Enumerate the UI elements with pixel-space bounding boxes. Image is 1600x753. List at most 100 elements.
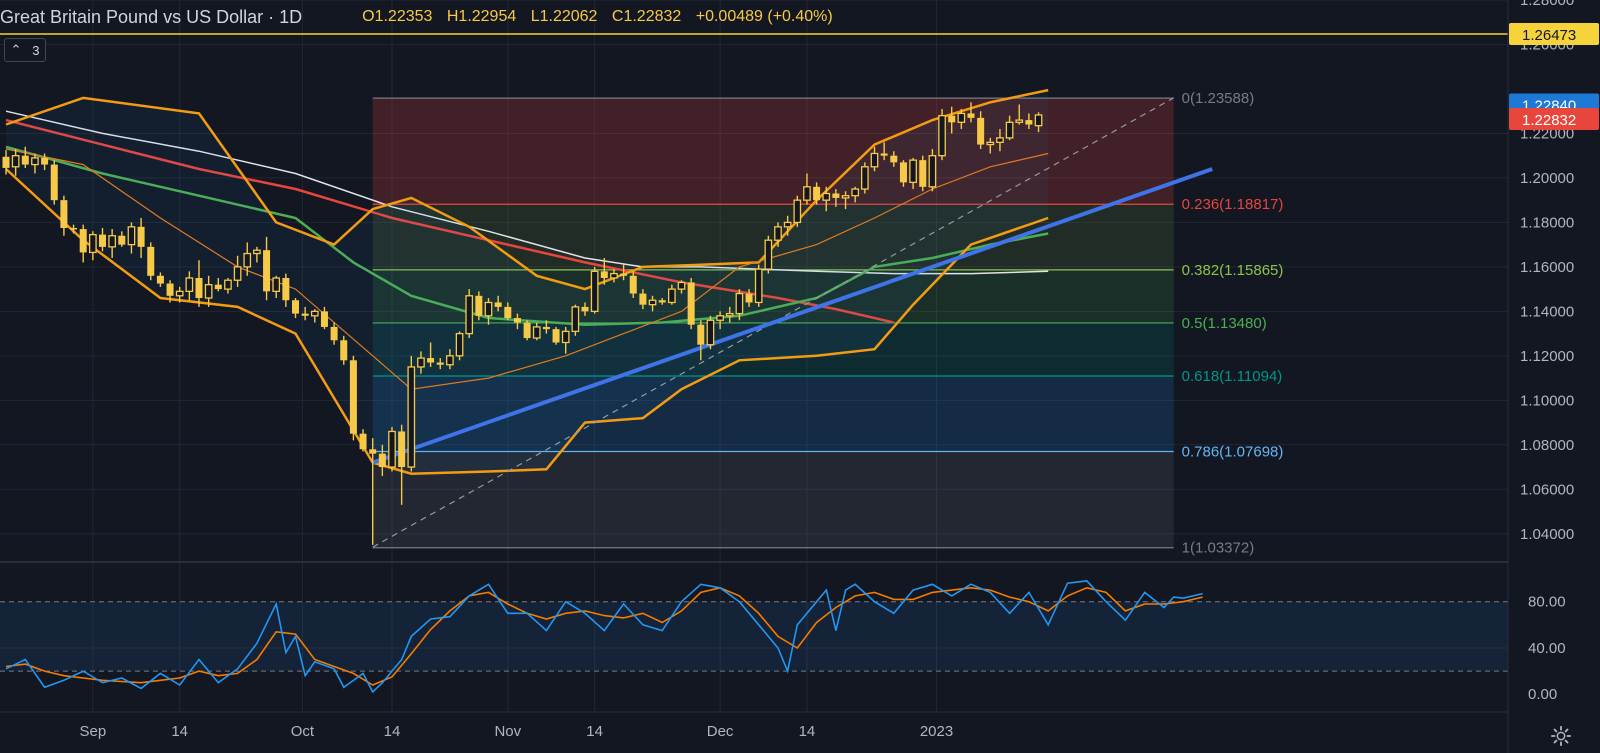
candle-body-down bbox=[359, 433, 367, 450]
candle bbox=[542, 320, 550, 334]
candle bbox=[1025, 113, 1033, 129]
candle bbox=[204, 275, 213, 307]
fib-level-label: 0.5(1.13480) bbox=[1182, 315, 1267, 332]
fib-zone bbox=[372, 98, 1174, 205]
candle-body-down bbox=[292, 300, 299, 314]
candle-body-up bbox=[668, 288, 676, 304]
candle bbox=[832, 189, 840, 207]
candle bbox=[41, 153, 49, 171]
candle-body-up bbox=[31, 157, 39, 166]
bollinger-lower bbox=[5, 168, 1049, 475]
candle-body-up bbox=[89, 233, 97, 254]
close-value: C1.22832 bbox=[611, 8, 682, 25]
candle bbox=[504, 302, 512, 321]
candle-body-up bbox=[783, 221, 792, 228]
candle-body-up bbox=[735, 292, 744, 315]
time-tick-label: Oct bbox=[291, 723, 315, 740]
ma-green-line bbox=[5, 145, 1049, 326]
candle-body-down bbox=[687, 282, 695, 325]
candle-body-up bbox=[224, 279, 232, 290]
candle-body-down bbox=[427, 358, 435, 363]
price-tag-bg bbox=[1509, 107, 1599, 130]
candle-body-down bbox=[214, 284, 222, 290]
candle-body-up bbox=[253, 249, 261, 255]
candle bbox=[880, 142, 888, 161]
candle bbox=[1005, 115, 1014, 141]
candle bbox=[89, 231, 97, 261]
bollinger-fill bbox=[6, 90, 1049, 474]
symbol-title[interactable]: Great Britain Pound vs US Dollar · 1D bbox=[0, 6, 303, 27]
candle-body-up bbox=[774, 226, 782, 241]
gear-icon[interactable] bbox=[1550, 725, 1572, 747]
candle bbox=[156, 272, 164, 287]
candle-body-down bbox=[137, 226, 145, 247]
candle-body-up bbox=[272, 277, 281, 292]
candle bbox=[822, 186, 831, 212]
time-tick-label: 14 bbox=[384, 723, 401, 740]
indicators-toggle-button[interactable]: ⌃ 3 bbox=[4, 38, 46, 62]
candle bbox=[725, 306, 734, 323]
candle bbox=[378, 444, 386, 476]
candle-body-up bbox=[465, 295, 474, 335]
time-tick-label: 14 bbox=[171, 723, 188, 740]
price-tick-label: 1.28000 bbox=[1520, 0, 1574, 9]
candle-body-down bbox=[340, 340, 348, 361]
candle bbox=[938, 108, 946, 161]
candle bbox=[561, 326, 570, 354]
candle-body-up bbox=[725, 312, 734, 317]
candle-body-down bbox=[745, 293, 753, 303]
candle-body-down bbox=[21, 155, 29, 165]
candle bbox=[427, 342, 435, 367]
candle-body-up bbox=[1005, 121, 1014, 139]
candle bbox=[754, 264, 763, 307]
candle bbox=[639, 289, 647, 310]
time-tick-label: 14 bbox=[586, 723, 603, 740]
candle-body-down bbox=[658, 300, 666, 303]
fib-zone bbox=[372, 375, 1174, 452]
candle-body-up bbox=[938, 114, 946, 157]
candle bbox=[552, 326, 560, 345]
candle-body-down bbox=[166, 283, 174, 296]
candle bbox=[465, 289, 474, 339]
candle-body-down bbox=[899, 162, 907, 183]
candle bbox=[388, 427, 396, 472]
candle-body-down bbox=[195, 278, 203, 299]
candle-body-up bbox=[986, 141, 995, 146]
fib-level-label: 0.382(1.15865) bbox=[1182, 262, 1284, 279]
candle bbox=[359, 429, 367, 452]
candle-body-up bbox=[175, 290, 184, 297]
indicator-count: 3 bbox=[32, 42, 40, 58]
fib-level-label: 1(1.03372) bbox=[1182, 540, 1255, 557]
time-axis[interactable]: Sep 14 Oct 14 Nov 14 Dec 14 2023 bbox=[0, 711, 1508, 740]
candle bbox=[233, 255, 242, 287]
candle bbox=[996, 128, 1004, 152]
trendlines[interactable] bbox=[372, 97, 1213, 548]
candle-body-up bbox=[851, 188, 860, 197]
candle-body-up bbox=[822, 192, 831, 201]
price-axis[interactable]: 1.280001.260001.220001.200001.180001.160… bbox=[1507, 0, 1600, 753]
change-value: +0.00489 (+0.40%) bbox=[695, 8, 833, 25]
candle-body-up bbox=[861, 166, 869, 190]
price-tick-label: 1.04000 bbox=[1520, 526, 1574, 543]
candle bbox=[783, 215, 792, 236]
candle-body-up bbox=[388, 430, 396, 468]
candle bbox=[455, 331, 464, 361]
candle-body-up bbox=[957, 112, 966, 123]
candle bbox=[263, 236, 271, 301]
bollinger-upper bbox=[5, 88, 1049, 291]
candle-body-up bbox=[590, 270, 599, 313]
candle bbox=[610, 269, 618, 283]
fib-zone bbox=[372, 451, 1174, 548]
candle bbox=[330, 322, 338, 345]
candle-body-down bbox=[494, 302, 502, 307]
candle bbox=[716, 311, 724, 330]
time-tick-label: 2023 bbox=[920, 723, 953, 740]
candle-body-up bbox=[204, 284, 213, 299]
candle bbox=[175, 286, 184, 303]
candle-body-up bbox=[561, 330, 570, 344]
candle-body-down bbox=[147, 246, 155, 276]
price-tick-label: 1.06000 bbox=[1520, 481, 1574, 498]
candle bbox=[253, 246, 261, 263]
candle-body-down bbox=[1025, 120, 1033, 125]
